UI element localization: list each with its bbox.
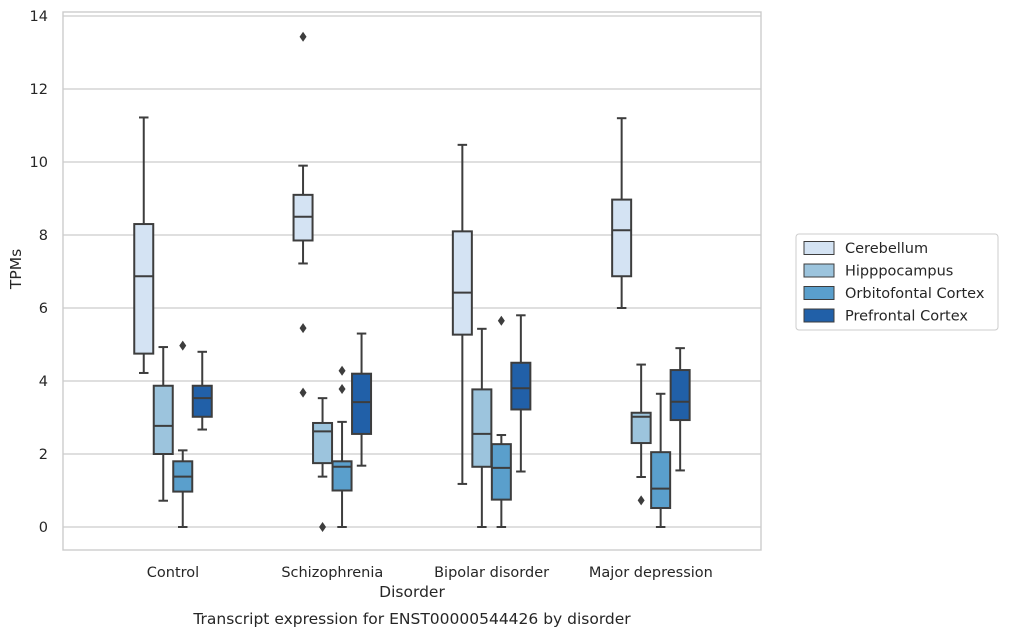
box-prefrontal-cortex (510, 314, 532, 473)
y-tick-label: 14 (30, 9, 48, 25)
y-axis-label: TPMs (7, 249, 25, 290)
box-body (451, 230, 473, 336)
y-tick-labels: 0 2 4 6 8 10 12 14 (30, 9, 48, 536)
legend-label: Orbitofontal Cortex (845, 286, 985, 302)
box-body (611, 198, 633, 278)
y-tick-label: 6 (39, 301, 48, 317)
legend-swatch (803, 241, 835, 255)
box-cerebellum (133, 116, 155, 374)
y-tick-label: 10 (30, 155, 48, 171)
legend: Cerebellum Hipppocampus Orbitofontal Corte… (795, 233, 999, 331)
box-series (133, 31, 691, 532)
x-tick-label: Bipolar disorder (434, 565, 549, 581)
box-orbitofontal-cortex (331, 365, 353, 528)
box-orbitofontal-cortex (650, 392, 672, 528)
box-hipppocampus (630, 363, 652, 506)
y-tick-label: 8 (39, 228, 48, 244)
box-body (630, 411, 652, 445)
outlier-point (299, 323, 307, 334)
box-orbitofontal-cortex (490, 315, 512, 528)
outlier-point (637, 495, 645, 506)
y-tick-label: 0 (39, 520, 48, 536)
outlier-point (319, 522, 327, 532)
legend-swatch (803, 308, 835, 323)
legend-frame (795, 233, 999, 331)
box-prefrontal-cortex (669, 347, 691, 472)
box-body (133, 223, 155, 355)
y-tick-label: 4 (39, 374, 48, 390)
grid-lines (63, 15, 761, 528)
legend-label: Prefrontal Cortex (845, 309, 968, 325)
legend-label: Hipppocampus (845, 264, 953, 280)
outlier-point (497, 315, 505, 326)
box-body (510, 361, 532, 411)
box-cerebellum (451, 143, 473, 485)
legend-swatch (803, 286, 835, 300)
y-tick-label: 12 (30, 82, 48, 98)
box-body (490, 443, 512, 501)
legend-swatch (803, 263, 835, 278)
plot-frame (62, 11, 762, 551)
outlier-point (338, 365, 346, 376)
legend-label: Cerebellum (845, 241, 928, 257)
box-body (191, 384, 213, 418)
box-hipppocampus (471, 327, 493, 528)
box-hipppocampus (152, 346, 174, 502)
x-axis-label: Disorder (379, 583, 445, 601)
outlier-point (299, 31, 307, 42)
y-tick-label: 2 (39, 447, 48, 463)
x-tick-labels: Control Schizophrenia Bipolar disorder Majo… (147, 565, 713, 581)
box-cerebellum (292, 31, 314, 398)
box-cerebellum (611, 117, 633, 309)
box-body (471, 388, 493, 468)
box-orbitofontal-cortex (172, 340, 194, 528)
box-body (152, 384, 174, 455)
outlier-point (179, 340, 187, 351)
box-body (351, 372, 373, 435)
outlier-point (338, 384, 346, 395)
outlier-point (299, 387, 307, 398)
box-body (650, 451, 672, 510)
box-body (312, 421, 334, 465)
box-body (331, 460, 353, 492)
box-prefrontal-cortex (191, 350, 213, 431)
x-tick-label: Major depression (589, 565, 713, 581)
box-body (669, 369, 691, 422)
chart-caption: Transcript expression for ENST0000054442… (192, 610, 631, 628)
box-hipppocampus (312, 397, 334, 532)
x-tick-label: Control (147, 565, 199, 581)
x-tick-label: Schizophrenia (281, 565, 383, 581)
box-prefrontal-cortex (351, 332, 373, 467)
